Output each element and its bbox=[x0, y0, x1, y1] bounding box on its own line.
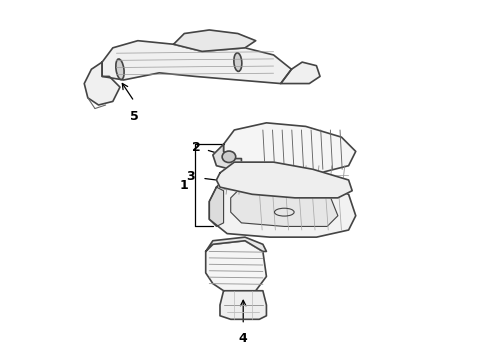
Polygon shape bbox=[102, 41, 292, 84]
Text: 5: 5 bbox=[130, 111, 139, 123]
Polygon shape bbox=[223, 123, 356, 173]
Ellipse shape bbox=[116, 59, 124, 80]
Text: 1: 1 bbox=[179, 179, 188, 192]
Polygon shape bbox=[281, 62, 320, 84]
Polygon shape bbox=[173, 30, 256, 51]
Polygon shape bbox=[213, 144, 242, 169]
Text: 4: 4 bbox=[239, 332, 247, 345]
Ellipse shape bbox=[234, 53, 242, 71]
Polygon shape bbox=[206, 241, 267, 294]
Polygon shape bbox=[220, 291, 267, 319]
Ellipse shape bbox=[222, 151, 236, 162]
Text: 3: 3 bbox=[186, 170, 195, 183]
Polygon shape bbox=[231, 184, 338, 226]
Polygon shape bbox=[209, 176, 356, 237]
Polygon shape bbox=[84, 62, 120, 105]
Text: 2: 2 bbox=[192, 141, 200, 154]
Polygon shape bbox=[206, 237, 267, 251]
Polygon shape bbox=[217, 162, 352, 198]
Polygon shape bbox=[209, 187, 223, 226]
